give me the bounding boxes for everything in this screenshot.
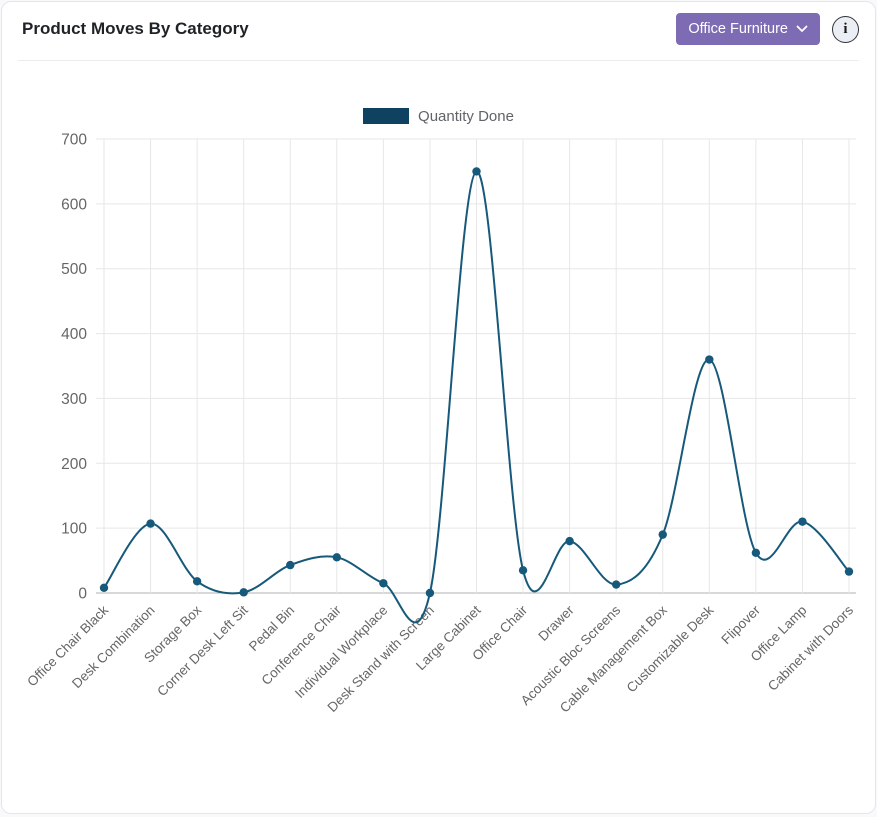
chart-area: 0 100 200 300 400 500 600 700 Office Chair Black… [2,127,875,737]
svg-text:100: 100 [61,521,87,538]
svg-text:Conference Chair: Conference Chair [259,602,345,688]
page-title: Product Moves By Category [22,19,249,38]
svg-text:Cabinet with Doors: Cabinet with Doors [765,602,856,693]
svg-text:0: 0 [78,586,87,603]
category-dropdown-label: Office Furniture [688,21,788,37]
svg-text:Individual Workplace: Individual Workplace [292,603,391,702]
info-icon[interactable]: i [832,15,859,43]
svg-text:300: 300 [61,391,87,408]
svg-text:200: 200 [61,456,87,473]
svg-text:700: 700 [61,132,87,149]
svg-text:400: 400 [61,326,87,343]
svg-text:Desk Combination: Desk Combination [69,603,158,692]
svg-text:600: 600 [61,196,87,213]
svg-text:Office Chair Black: Office Chair Black [24,602,111,689]
card-header: Product Moves By Category Office Furnitu… [2,2,875,56]
header-actions: Office Furniture i [676,13,859,45]
svg-text:Drawer: Drawer [535,602,577,644]
svg-text:Corner Desk Left Sit: Corner Desk Left Sit [154,602,251,699]
legend-label: Quantity Done [418,107,514,125]
svg-text:500: 500 [61,261,87,278]
svg-text:Flipover: Flipover [718,602,763,647]
legend-swatch [363,108,410,124]
chart-legend[interactable]: Quantity Done [2,107,875,125]
chevron-down-icon [796,25,808,33]
svg-text:Customizable Desk: Customizable Desk [624,602,717,695]
header-divider [18,60,859,61]
line-chart: 0 100 200 300 400 500 600 700 Office Chair Black… [24,132,856,716]
category-dropdown[interactable]: Office Furniture [676,13,820,45]
